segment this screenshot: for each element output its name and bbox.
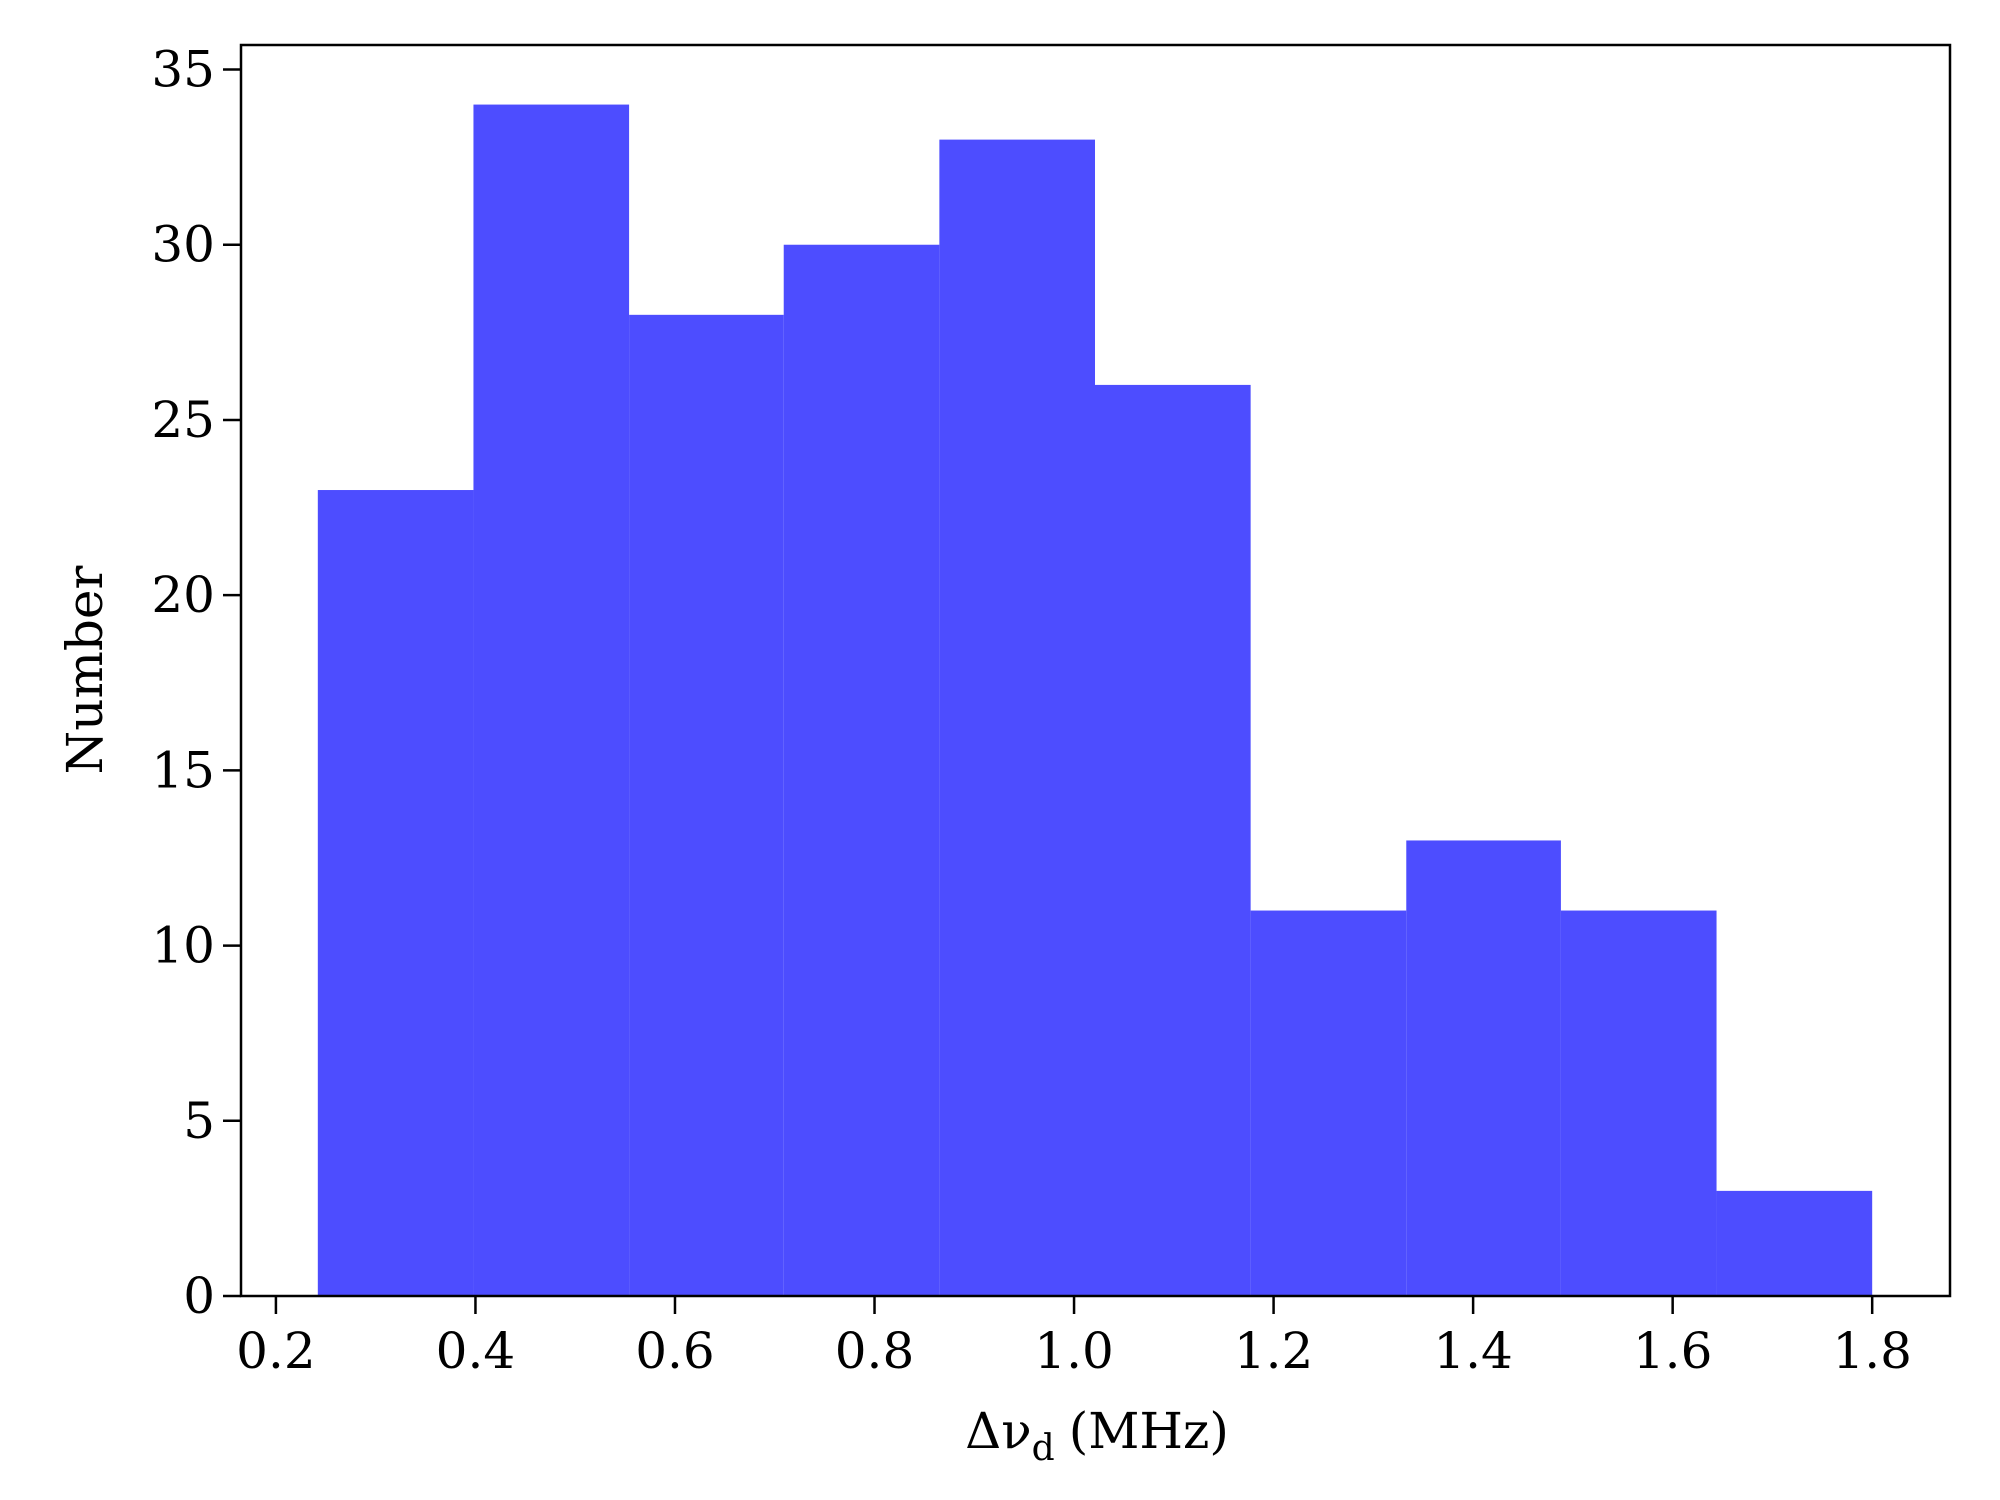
- bar: [1716, 1190, 1873, 1296]
- bar: [1095, 384, 1251, 1296]
- x-tick-label: 1.4: [1433, 1322, 1513, 1380]
- y-axis-label: Number: [56, 565, 114, 774]
- x-tick-label: 0.4: [436, 1322, 516, 1380]
- bar: [939, 139, 1096, 1297]
- x-tick-label: 0.2: [236, 1322, 316, 1380]
- x-tick-label: 0.8: [835, 1322, 915, 1380]
- x-label-symbol: Δν: [965, 1402, 1032, 1460]
- bar: [1250, 910, 1407, 1296]
- y-tick-label: 25: [151, 391, 215, 449]
- y-tick-label: 35: [151, 41, 215, 99]
- x-axis-label: Δνd (MHz): [965, 1402, 1229, 1469]
- plot-frame: [239, 43, 1952, 1298]
- bar: [629, 314, 784, 1297]
- x-tick-label: 1.8: [1832, 1322, 1912, 1380]
- y-tick-label: 5: [183, 1092, 215, 1150]
- x-tick-label: 1.2: [1234, 1322, 1314, 1380]
- x-label-subscript: d: [1032, 1428, 1055, 1469]
- bar: [473, 104, 630, 1297]
- bar: [1560, 910, 1717, 1296]
- x-tick-label: 1.0: [1034, 1322, 1114, 1380]
- x-tick-label: 1.6: [1633, 1322, 1713, 1380]
- y-tick-label: 15: [151, 741, 215, 799]
- y-tick-label: 10: [151, 917, 215, 975]
- x-tick-label: 0.6: [635, 1322, 715, 1380]
- x-label-unit: (MHz): [1069, 1402, 1229, 1460]
- y-tick-label: 30: [151, 216, 215, 274]
- bar: [783, 244, 940, 1296]
- y-tick-label: 20: [151, 566, 215, 624]
- bar: [1406, 840, 1561, 1296]
- bar: [317, 490, 474, 1297]
- y-tick-label: 0: [183, 1267, 215, 1325]
